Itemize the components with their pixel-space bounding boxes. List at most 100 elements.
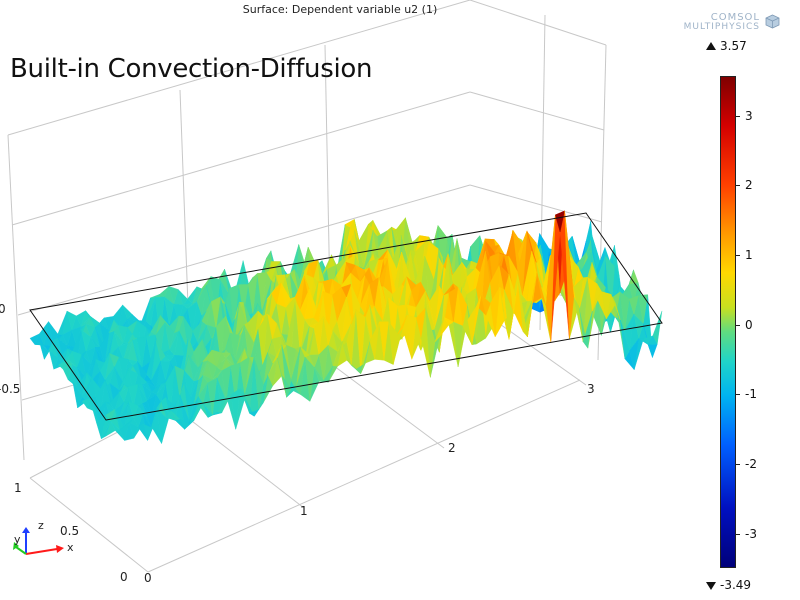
grid-line	[469, 184, 603, 223]
surface-facet	[191, 288, 202, 304]
surface-facet	[286, 344, 296, 381]
colorbar-tick-label: -3	[745, 526, 757, 541]
surface-facet	[270, 261, 281, 267]
surface-facet	[207, 360, 217, 381]
surface-facet	[230, 388, 241, 430]
surface-facet	[322, 254, 332, 275]
surface-facet	[332, 341, 343, 367]
surface-facet	[443, 316, 454, 326]
colorbar-tick-label: -2	[745, 457, 757, 472]
surface-facet	[480, 294, 491, 316]
surface-facet	[193, 374, 204, 405]
colorbar-tick-mark	[736, 533, 740, 535]
surface-facet	[267, 313, 278, 340]
surface-facet	[633, 313, 644, 339]
surface-facet	[457, 287, 468, 327]
surface-facet	[122, 304, 133, 320]
surface-facet	[146, 393, 157, 417]
surface-facet	[388, 321, 398, 365]
surface-facet	[508, 282, 519, 340]
surface-facet	[86, 405, 97, 413]
surface-facet	[137, 361, 147, 384]
domain-outline	[29, 212, 663, 421]
surface-facet	[164, 296, 174, 325]
surface-facet	[119, 386, 129, 403]
surface-facet	[277, 357, 287, 398]
axis-tick-label: 1	[14, 481, 22, 495]
surface-facet	[146, 334, 156, 361]
surface-facet	[105, 408, 116, 422]
surface-facet	[249, 409, 260, 417]
colorbar-max-label: 3.57	[720, 39, 747, 53]
surface-facet	[517, 230, 528, 296]
surface-facet	[57, 311, 68, 336]
surface-facet	[48, 349, 59, 370]
surface-facet	[360, 341, 371, 374]
triad-z-label: z	[38, 519, 44, 532]
surface-facet	[183, 316, 193, 351]
surface-facet	[499, 287, 510, 340]
surface-facet	[202, 403, 213, 418]
axis-tick-label: 0	[0, 302, 6, 316]
surface-facet	[406, 276, 417, 292]
surface-facet	[184, 420, 195, 430]
surface-facet	[118, 357, 129, 384]
surface-facet	[522, 251, 532, 302]
surface-facet	[138, 423, 148, 441]
surface-facet	[187, 300, 198, 335]
surface-facet	[169, 330, 180, 356]
surface-facet	[193, 361, 203, 382]
surface-facet	[345, 261, 356, 274]
surface-facet	[160, 360, 171, 380]
surface-facet	[555, 210, 565, 233]
surface-facet	[168, 286, 179, 305]
surface-facet	[341, 283, 352, 298]
surface-facet	[582, 311, 593, 349]
surface-facet	[629, 337, 640, 370]
surface-facet	[145, 297, 156, 326]
surface-facet	[207, 377, 218, 416]
colorbar-tick-mark	[736, 464, 740, 466]
surface-facet	[271, 282, 282, 305]
surface-facet	[133, 412, 144, 428]
surface-facet	[137, 405, 148, 418]
surface-facet	[355, 309, 366, 374]
surface-facet	[201, 301, 212, 326]
surface-facet	[313, 315, 324, 355]
surface-facet	[146, 339, 157, 381]
surface-facet	[425, 290, 435, 331]
overlay-title: Built-in Convection-Diffusion	[10, 54, 373, 84]
surface-facet	[294, 276, 305, 312]
surface-facet	[499, 264, 509, 290]
triad-y-arrow-icon	[13, 542, 19, 550]
axis-tick-label: 0.5	[60, 524, 79, 538]
surface-facet	[76, 310, 86, 328]
surface-facet	[202, 374, 213, 384]
surface-facet	[212, 411, 222, 416]
surface-facet	[344, 218, 355, 228]
surface-facet	[71, 350, 82, 368]
surface-facet	[188, 354, 199, 382]
surface-facet	[323, 316, 333, 346]
triad-z-arrow-icon	[22, 527, 30, 533]
axis-tick-label: 1	[300, 504, 308, 518]
colorbar-tick-mark	[736, 185, 740, 187]
surface-facet	[221, 365, 231, 402]
surface-facet	[610, 294, 621, 320]
surface-facet	[109, 392, 120, 411]
surface-facet	[173, 303, 184, 323]
axis-triad: z x y	[13, 519, 74, 555]
surface-facet	[202, 349, 213, 362]
surface-facet	[103, 316, 114, 331]
surface-facet	[238, 284, 249, 315]
surface-facet	[29, 333, 40, 345]
surface-facet	[211, 296, 221, 328]
colorbar-tick-label: 1	[745, 248, 753, 263]
surface-facet	[85, 323, 96, 338]
colorbar-tick-mark	[736, 394, 740, 396]
comsol-logo: COMSOL MULTIPHYSICS	[666, 10, 782, 36]
surface-facet	[322, 291, 333, 339]
surface-facet	[118, 368, 129, 391]
surface-facet	[85, 346, 96, 365]
surface-facet	[136, 336, 147, 368]
